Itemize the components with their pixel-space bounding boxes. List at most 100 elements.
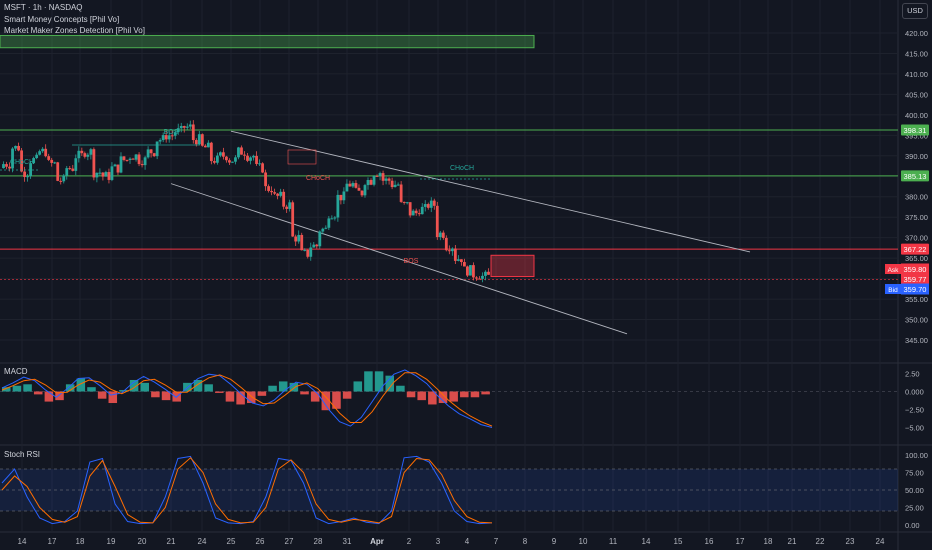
macd-histogram-bar (55, 391, 64, 401)
x-tick-label: 22 (816, 537, 825, 546)
x-tick-label: 27 (285, 537, 294, 546)
candle-body (14, 145, 17, 149)
indicator-smc[interactable]: Smart Money Concepts [Phil Vo] (4, 15, 120, 24)
price-axis[interactable]: 345.00350.00355.00360.00365.00370.00375.… (905, 29, 928, 530)
candle-body (65, 168, 69, 176)
macd-histogram-bar (460, 391, 469, 398)
macd-histogram-bar (87, 387, 96, 392)
candle-body (243, 154, 246, 156)
candle-body (484, 271, 487, 276)
candle-body (173, 132, 177, 136)
x-tick-label: 25 (227, 537, 236, 546)
macd-histogram-bar (406, 391, 416, 398)
candle-body (228, 160, 231, 163)
y-tick-label: 380.00 (905, 193, 928, 202)
x-tick-label: 11 (609, 537, 618, 546)
macd-histogram-bar (12, 385, 22, 392)
rsi-d-line (1, 457, 493, 524)
candle-body (363, 185, 367, 196)
x-tick-label: 14 (642, 537, 651, 546)
candle-body (390, 180, 394, 188)
candle-body (246, 155, 249, 161)
level-price-tag (901, 243, 929, 255)
y-tick-label: 365.00 (905, 254, 928, 263)
level-price-tag (901, 124, 929, 136)
candle-body (11, 148, 14, 169)
candle-body (158, 140, 162, 142)
level-price-tag-text: 385.13 (904, 172, 927, 181)
indicator-mm-zones[interactable]: Market Maker Zones Detection [Phil Vo] (4, 26, 145, 35)
candle-body (143, 157, 147, 166)
y-tick-label: 400.00 (905, 111, 928, 120)
macd-histogram-bar (278, 381, 288, 392)
price-tag-label-bg (885, 284, 901, 294)
candle-body (387, 178, 391, 181)
candle-body (285, 206, 289, 209)
x-tick-label: 16 (705, 537, 714, 546)
candle-body (116, 164, 120, 173)
candle-body (203, 145, 207, 148)
x-tick-label: 18 (764, 537, 773, 546)
candle-body (212, 161, 216, 163)
rsi-tick-label: 100.00 (905, 451, 928, 460)
candle-body (17, 145, 20, 151)
candle-body (481, 275, 484, 279)
level-price-tag-text: 367.22 (904, 245, 927, 254)
candle-body (191, 124, 195, 141)
x-tick-label: 21 (167, 537, 176, 546)
macd-histogram-bar (374, 371, 384, 392)
structure-label: CHoCH (450, 165, 474, 172)
candle-body (107, 172, 111, 180)
demand-zone (490, 254, 535, 278)
rsi-tick-label: 25.00 (905, 504, 924, 513)
candle-body (435, 205, 439, 238)
candle-body (300, 234, 304, 251)
x-tick-label: 8 (523, 537, 528, 546)
macd-histogram-bar (268, 385, 277, 392)
candle-body (131, 158, 135, 160)
x-tick-label: 9 (552, 537, 557, 546)
candle-body (447, 250, 451, 252)
candle-body (110, 166, 114, 180)
candle-body (321, 228, 325, 232)
candle-body (89, 149, 93, 155)
candle-body (176, 128, 180, 133)
candle-body (170, 135, 174, 137)
candle-body (179, 126, 183, 129)
rsi-tick-label: 50.00 (905, 486, 924, 495)
y-tick-label: 345.00 (905, 336, 928, 345)
candle-body (414, 210, 418, 214)
x-tick-label: 3 (436, 537, 441, 546)
candle-body (466, 266, 469, 276)
stoch-rsi-panel[interactable] (0, 455, 898, 525)
candle-body (32, 158, 36, 164)
macd-histogram-bar (33, 391, 43, 395)
candle-body (50, 159, 54, 163)
candle-body (47, 156, 51, 160)
candle-body (237, 147, 240, 158)
candle-body (475, 277, 478, 279)
candles[interactable] (2, 120, 490, 283)
x-tick-label: 14 (18, 537, 27, 546)
time-axis[interactable]: 14 17 18 19 20 21 24 25 26 27 28 31 Apr 2 3 4 7 8 9 10 11 14 1… (18, 537, 885, 546)
currency-button[interactable]: USD (902, 3, 928, 19)
candle-body (402, 201, 406, 203)
x-tick-label: 7 (494, 537, 499, 546)
candle-body (405, 202, 409, 204)
x-tick-label: 17 (736, 537, 745, 546)
candle-body (372, 175, 376, 185)
candle-body (113, 164, 117, 167)
candle-body (478, 278, 481, 280)
candle-body (312, 244, 316, 248)
macd-histogram-bar (2, 387, 11, 392)
candle-body (83, 153, 87, 157)
macd-panel[interactable] (0, 369, 898, 428)
macd-title: MACD (4, 367, 28, 376)
candle-body (399, 184, 403, 202)
candle-body (459, 259, 463, 263)
y-tick-label: 420.00 (905, 29, 928, 38)
structure-label: BOS (404, 258, 419, 265)
structure-label: BOS (164, 129, 179, 136)
macd-histogram-bar (300, 391, 309, 395)
